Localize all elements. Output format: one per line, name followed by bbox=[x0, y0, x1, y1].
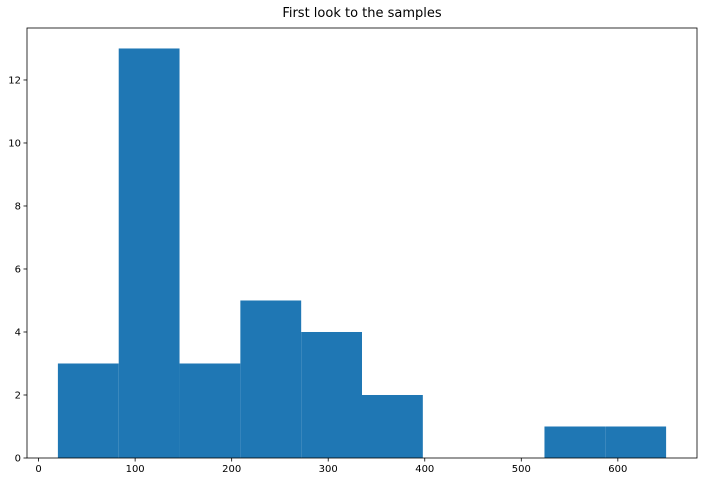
y-axis-ticks: 0 2 4 6 8 10 12 bbox=[8, 75, 27, 465]
x-tick-label: 100 bbox=[126, 464, 145, 475]
y-tick-label: 6 bbox=[15, 264, 21, 275]
y-tick-label: 8 bbox=[15, 201, 21, 212]
bars-group bbox=[57, 48, 667, 458]
histogram-bar bbox=[57, 363, 119, 458]
y-tick-label: 2 bbox=[15, 390, 21, 401]
plot-frame bbox=[26, 27, 698, 459]
y-tick-label: 10 bbox=[8, 138, 21, 149]
histogram-bar bbox=[544, 426, 606, 458]
x-axis-ticks: 0 100 200 300 400 500 600 bbox=[35, 458, 627, 475]
histogram-bar bbox=[301, 331, 362, 458]
histogram-bar bbox=[240, 300, 302, 458]
x-tick-label: 600 bbox=[608, 464, 627, 475]
histogram-bar bbox=[605, 426, 667, 458]
y-tick-label: 12 bbox=[8, 75, 21, 86]
y-tick-label: 0 bbox=[15, 454, 21, 465]
histogram-bar bbox=[362, 394, 423, 458]
x-tick-label: 400 bbox=[415, 464, 434, 475]
x-tick-label: 300 bbox=[319, 464, 338, 475]
histogram-bar bbox=[179, 363, 241, 458]
y-tick-label: 4 bbox=[15, 327, 21, 338]
histogram-bar bbox=[118, 48, 180, 458]
x-tick-label: 200 bbox=[222, 464, 241, 475]
x-tick-label: 500 bbox=[512, 464, 531, 475]
x-tick-label: 0 bbox=[35, 464, 41, 475]
chart-title: First look to the samples bbox=[282, 6, 442, 21]
